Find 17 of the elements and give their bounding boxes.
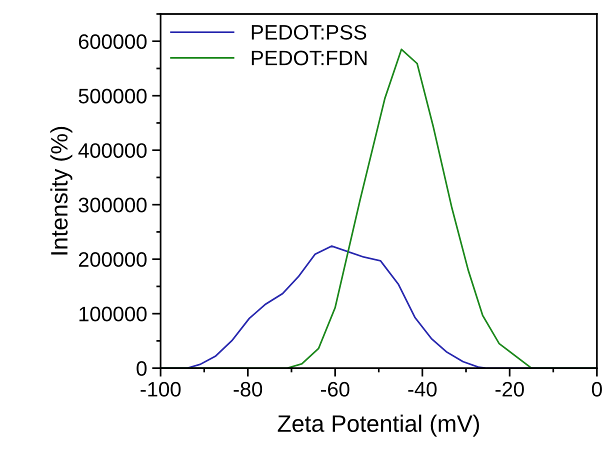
y-tick-label: 200000 [78, 252, 147, 267]
y-tick-label: 100000 [79, 306, 147, 322]
y-tick-label: 500000 [78, 88, 147, 104]
x-tick-label: -20 [496, 382, 524, 397]
y-tick-label: 0 [136, 361, 147, 376]
x-tick-label: -60 [320, 382, 350, 397]
legend-label: PEDOT:FDN [252, 50, 367, 66]
y-tick-label: 600000 [78, 34, 147, 49]
x-tick-label: -80 [234, 382, 262, 397]
y-tick-label: 400000 [78, 143, 147, 158]
y-tick-label: 300000 [78, 198, 147, 212]
legend-label: PEDOT:PSS [252, 24, 366, 40]
x-tick-label: 0 [592, 382, 602, 397]
x-axis-title: Zeta Potential (mV) [278, 414, 479, 437]
y-axis-title: Intensity (%) [50, 126, 72, 254]
x-tick-label: -100 [140, 382, 181, 397]
x-tick-label: -40 [408, 382, 437, 397]
